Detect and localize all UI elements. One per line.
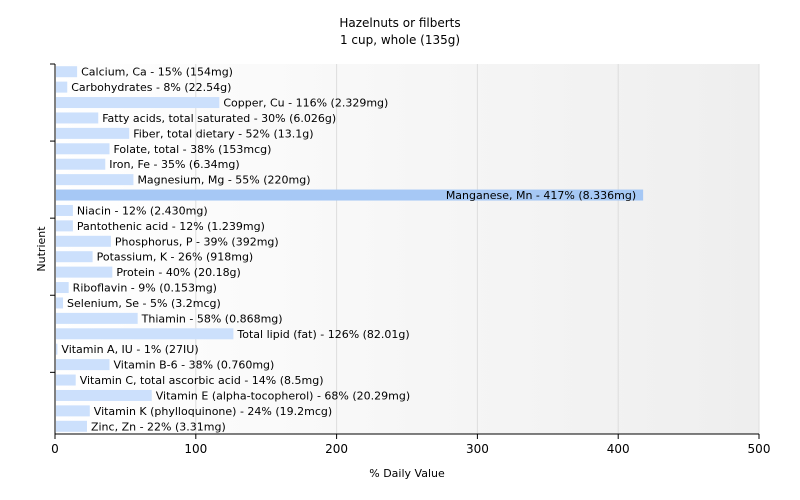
bar-label: Manganese, Mn - 417% (8.336mg) bbox=[446, 189, 636, 202]
bar bbox=[56, 251, 93, 263]
bar-label: Zinc, Zn - 22% (3.31mg) bbox=[91, 420, 226, 433]
grid-lines bbox=[195, 64, 760, 434]
bar-label: Carbohydrates - 8% (22.54g) bbox=[71, 81, 231, 94]
x-axis-label: % Daily Value bbox=[369, 467, 445, 480]
bar-label: Total lipid (fat) - 126% (82.01g) bbox=[236, 328, 409, 341]
bar bbox=[56, 328, 234, 340]
bar bbox=[56, 312, 138, 324]
bar-label: Potassium, K - 26% (918mg) bbox=[97, 251, 254, 264]
bar-label: Riboflavin - 9% (0.153mg) bbox=[73, 282, 217, 295]
plot-area bbox=[55, 64, 759, 434]
bar bbox=[56, 405, 90, 417]
bar-series: Calcium, Ca - 15% (154mg) Carbohydrates -… bbox=[56, 66, 644, 433]
bar-label: Folate, total - 38% (153mcg) bbox=[114, 143, 272, 156]
bar bbox=[56, 189, 644, 201]
chart-subtitle: 1 cup, whole (135g) bbox=[340, 33, 460, 47]
bar-label: Niacin - 12% (2.430mg) bbox=[77, 204, 208, 217]
bar bbox=[56, 420, 87, 432]
bar-label: Vitamin B-6 - 38% (0.760mg) bbox=[114, 359, 275, 372]
bar bbox=[56, 266, 113, 278]
bar-label: Iron, Fe - 35% (6.34mg) bbox=[109, 158, 239, 171]
bar-label: Thiamin - 58% (0.868mg) bbox=[141, 312, 283, 325]
bar bbox=[56, 235, 111, 247]
x-tick-label: 100 bbox=[184, 442, 207, 456]
bar-label: Vitamin A, IU - 1% (27IU) bbox=[61, 343, 198, 356]
bar-label: Calcium, Ca - 15% (154mg) bbox=[81, 66, 233, 79]
bar-label: Pantothenic acid - 12% (1.239mg) bbox=[77, 220, 265, 233]
bar bbox=[56, 174, 134, 186]
bar bbox=[56, 158, 106, 170]
x-tick-label: 400 bbox=[607, 442, 630, 456]
x-tick-label: 200 bbox=[325, 442, 348, 456]
bar-label: Selenium, Se - 5% (3.2mcg) bbox=[67, 297, 221, 310]
bar-label: Vitamin E (alpha-tocopherol) - 68% (20.2… bbox=[156, 389, 410, 402]
bar-label: Fatty acids, total saturated - 30% (6.02… bbox=[102, 112, 336, 125]
bar-label: Magnesium, Mg - 55% (220mg) bbox=[137, 174, 310, 187]
x-axis-ticks: 0 100 200 300 400 500 bbox=[50, 63, 771, 456]
x-tick-label: 0 bbox=[51, 442, 59, 456]
bar bbox=[56, 297, 64, 309]
bar bbox=[56, 97, 220, 109]
chart-title: Hazelnuts or filberts bbox=[339, 16, 460, 30]
x-tick-label: 500 bbox=[748, 442, 771, 456]
bar bbox=[56, 374, 76, 386]
bar-label: Protein - 40% (20.18g) bbox=[116, 266, 241, 279]
bar bbox=[56, 204, 73, 216]
bar bbox=[56, 282, 69, 294]
bar-label: Fiber, total dietary - 52% (13.1g) bbox=[133, 127, 313, 140]
bar bbox=[56, 81, 68, 93]
bar bbox=[56, 112, 99, 124]
bar-label: Vitamin K (phylloquinone) - 24% (19.2mcg… bbox=[94, 405, 332, 418]
bar bbox=[56, 66, 78, 78]
bar bbox=[56, 143, 110, 155]
bar bbox=[56, 220, 73, 232]
bar-label: Copper, Cu - 116% (2.329mg) bbox=[223, 97, 388, 110]
bar-label: Vitamin C, total ascorbic acid - 14% (8.… bbox=[80, 374, 324, 387]
bar-label: Phosphorus, P - 39% (392mg) bbox=[115, 235, 279, 248]
bar bbox=[56, 389, 152, 401]
bar bbox=[56, 359, 110, 371]
bar bbox=[56, 127, 130, 139]
y-axis-label: Nutrient bbox=[35, 226, 48, 272]
x-tick-label: 300 bbox=[466, 442, 489, 456]
bar bbox=[56, 343, 58, 355]
